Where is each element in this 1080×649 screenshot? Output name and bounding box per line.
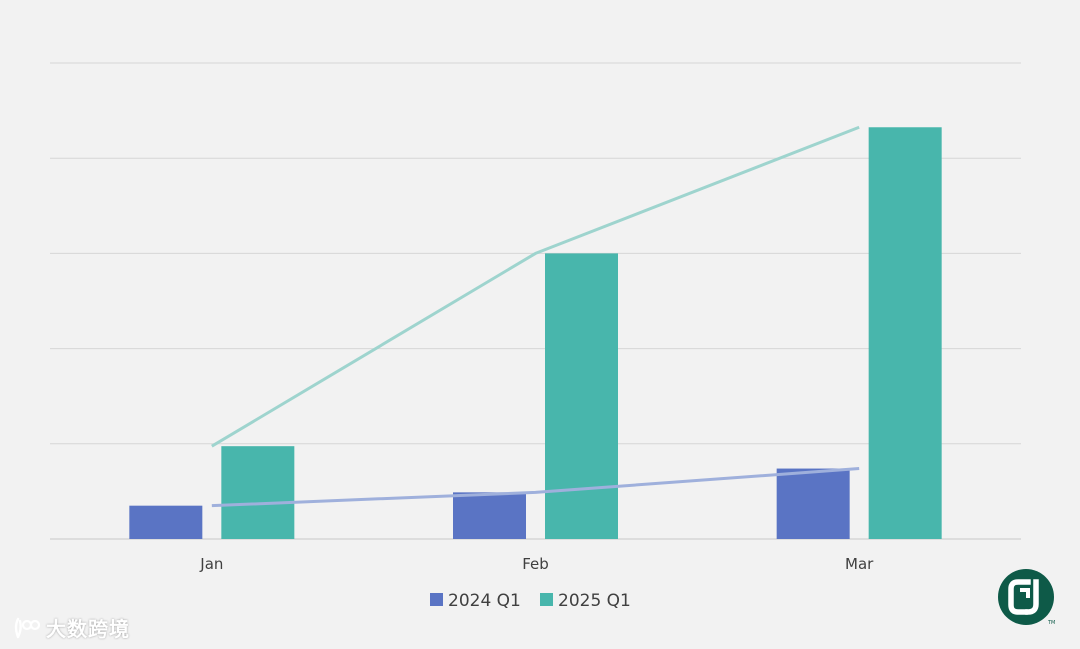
gridlines: [50, 62, 1021, 540]
legend-label-2025-q1: 2025 Q1: [558, 591, 631, 611]
x-tick-label-mar: Mar: [845, 555, 874, 573]
bar-2024-q1-mar: [776, 468, 850, 539]
legend-label-2024-q1: 2024 Q1: [448, 591, 521, 611]
legend-swatch-2025-q1: [540, 593, 553, 606]
x-axis: Jan Feb Mar: [199, 555, 874, 573]
bars: [129, 127, 942, 539]
bar-2025-q1-feb: [545, 253, 618, 539]
bar-2024-q1-feb: [453, 492, 526, 539]
trendlines: [211, 125, 860, 508]
watermark: 大数跨境: [12, 613, 130, 642]
trendline-2025-q1: [211, 125, 860, 448]
bar-2024-q1-jan: [129, 505, 203, 539]
trendline-2024-q1: [211, 467, 860, 508]
bar-2025-q1-mar: [868, 127, 942, 539]
svg-text:TM: TM: [1047, 620, 1055, 626]
cj-logo-icon: TM: [998, 569, 1055, 626]
bar-2025-q1-jan: [221, 446, 295, 539]
x-tick-label-jan: Jan: [199, 555, 223, 573]
legend: 2024 Q1 2025 Q1: [430, 591, 631, 611]
watermark-text: 大数跨境: [46, 617, 130, 641]
double-loop-logo-icon: [14, 617, 40, 638]
legend-swatch-2024-q1: [430, 593, 443, 606]
x-tick-label-feb: Feb: [522, 555, 549, 573]
